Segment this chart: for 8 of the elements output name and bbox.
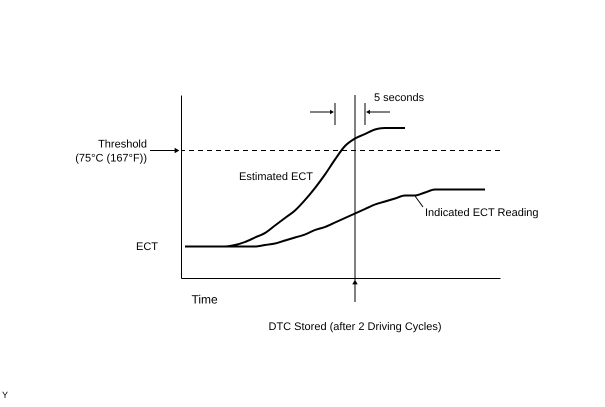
x-axis-title: Time xyxy=(192,292,218,306)
text: DTC Stored (after 2 Driving Cycles) xyxy=(268,321,442,333)
series-label: Estimated ECT xyxy=(239,171,314,183)
text: 5 seconds xyxy=(374,92,425,104)
text: Y xyxy=(2,390,8,400)
ref-line-label: Threshold (75°C (167°F)) xyxy=(75,138,147,164)
series-label: Indicated ECT Reading xyxy=(425,207,539,219)
text: ECT xyxy=(136,241,158,253)
